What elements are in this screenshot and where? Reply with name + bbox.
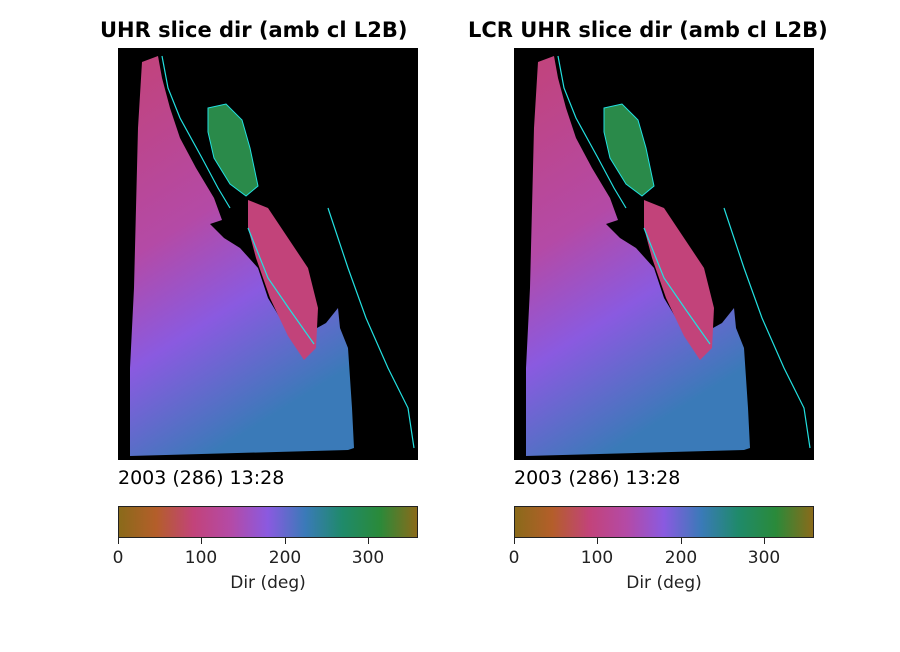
left-map-svg (130, 55, 415, 456)
left-land-swath (130, 56, 354, 456)
left-direction-map (118, 48, 418, 460)
left-colorbar-tick-label: 0 (112, 548, 124, 568)
left-colorbar-label: Dir (deg) (230, 573, 306, 593)
left-island-north (208, 104, 258, 196)
left-colorbar-tick (201, 538, 202, 544)
left-colorbar-tick (118, 538, 119, 544)
left-colorbar-tick-label: 300 (351, 548, 385, 568)
right-island-north (604, 104, 654, 196)
right-island-south (644, 200, 714, 360)
left-coastline (161, 55, 415, 449)
left-island-south (248, 200, 318, 360)
left-colorbar-tick-label: 200 (268, 548, 302, 568)
right-land-swath (526, 56, 750, 456)
right-colorbar-tick (764, 538, 765, 544)
right-coastline (557, 55, 811, 449)
right-colorbar (514, 506, 814, 538)
left-colorbar-tick-label: 100 (184, 548, 218, 568)
left-panel-title: UHR slice dir (amb cl L2B) (100, 18, 408, 42)
right-colorbar-tick-label: 0 (508, 548, 520, 568)
right-direction-map (514, 48, 814, 460)
right-colorbar-tick (514, 538, 515, 544)
left-colorbar (118, 506, 418, 538)
right-map-svg (526, 55, 811, 456)
left-timestamp: 2003 (286) 13:28 (118, 467, 285, 489)
right-colorbar-tick-label: 300 (747, 548, 781, 568)
left-coastline-islands (207, 103, 259, 197)
right-colorbar-tick-label: 200 (664, 548, 698, 568)
right-timestamp: 2003 (286) 13:28 (514, 467, 681, 489)
right-panel-title: LCR UHR slice dir (amb cl L2B) (468, 18, 828, 42)
right-colorbar-tick-label: 100 (580, 548, 614, 568)
left-colorbar-tick (368, 538, 369, 544)
right-coastline-islands (603, 103, 655, 197)
right-colorbar-tick (597, 538, 598, 544)
right-colorbar-tick (681, 538, 682, 544)
right-colorbar-label: Dir (deg) (626, 573, 702, 593)
left-colorbar-tick (285, 538, 286, 544)
